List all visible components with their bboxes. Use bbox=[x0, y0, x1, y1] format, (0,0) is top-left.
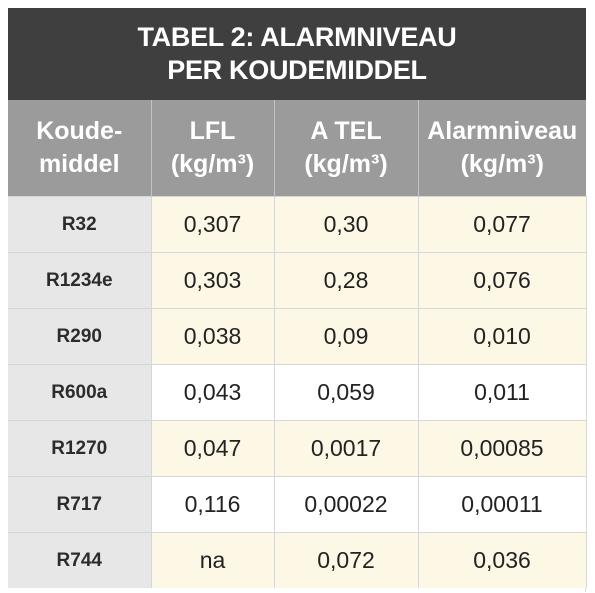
atel-cell: 0,28 bbox=[274, 252, 419, 309]
alarm-level-table: Koude- middel LFL (kg/m³) A TEL (kg/m³) … bbox=[8, 100, 587, 588]
lfl-cell: na bbox=[151, 532, 275, 588]
lfl-cell: 0,116 bbox=[151, 476, 275, 533]
atel-cell: 0,09 bbox=[274, 308, 419, 365]
atel-cell: 0,00022 bbox=[274, 476, 419, 533]
alarm-level-cell: 0,076 bbox=[418, 252, 587, 309]
alarm-level-cell: 0,011 bbox=[418, 364, 587, 421]
lfl-cell: 0,307 bbox=[151, 196, 275, 253]
table-row: R600a 0,043 0,059 0,011 bbox=[8, 364, 587, 421]
lfl-cell: 0,038 bbox=[151, 308, 275, 365]
atel-cell: 0,30 bbox=[274, 196, 419, 253]
table-row: R32 0,307 0,30 0,077 bbox=[8, 196, 587, 253]
refrigerant-cell: R1270 bbox=[8, 420, 152, 477]
lfl-cell: 0,043 bbox=[151, 364, 275, 421]
alarm-level-cell: 0,00011 bbox=[418, 476, 587, 533]
table-row: R717 0,116 0,00022 0,00011 bbox=[8, 476, 587, 533]
table-row: R744 na 0,072 0,036 bbox=[8, 532, 587, 588]
header-row: Koude- middel LFL (kg/m³) A TEL (kg/m³) … bbox=[8, 100, 586, 197]
atel-cell: 0,059 bbox=[274, 364, 419, 421]
refrigerant-cell: R290 bbox=[8, 308, 152, 365]
table-row: R1270 0,047 0,0017 0,00085 bbox=[8, 420, 587, 477]
column-header-refrigerant: Koude- middel bbox=[8, 100, 152, 197]
column-header-lfl: LFL (kg/m³) bbox=[151, 100, 275, 197]
refrigerant-cell: R744 bbox=[8, 532, 152, 588]
table-title-line2: PER KOUDEMIDDEL bbox=[167, 55, 427, 85]
table-row: R1234e 0,303 0,28 0,076 bbox=[8, 252, 587, 309]
alarm-level-cell: 0,036 bbox=[418, 532, 587, 588]
table-title: TABEL 2: ALARMNIVEAU PER KOUDEMIDDEL bbox=[8, 8, 586, 100]
column-header-alarm-level: Alarmniveau (kg/m³) bbox=[418, 100, 586, 197]
atel-cell: 0,072 bbox=[274, 532, 419, 588]
lfl-cell: 0,303 bbox=[151, 252, 275, 309]
alarm-level-cell: 0,00085 bbox=[418, 420, 587, 477]
table-title-line1: TABEL 2: ALARMNIVEAU bbox=[137, 22, 457, 52]
refrigerant-cell: R1234e bbox=[8, 252, 152, 309]
refrigerant-cell: R32 bbox=[8, 196, 152, 253]
table-card: TABEL 2: ALARMNIVEAU PER KOUDEMIDDEL Kou… bbox=[8, 8, 587, 592]
alarm-level-cell: 0,010 bbox=[418, 308, 587, 365]
alarm-level-cell: 0,077 bbox=[418, 196, 587, 253]
atel-cell: 0,0017 bbox=[274, 420, 419, 477]
column-header-atel: A TEL (kg/m³) bbox=[274, 100, 419, 197]
refrigerant-cell: R600a bbox=[8, 364, 152, 421]
table-row: R290 0,038 0,09 0,010 bbox=[8, 308, 587, 365]
refrigerant-cell: R717 bbox=[8, 476, 152, 533]
lfl-cell: 0,047 bbox=[151, 420, 275, 477]
